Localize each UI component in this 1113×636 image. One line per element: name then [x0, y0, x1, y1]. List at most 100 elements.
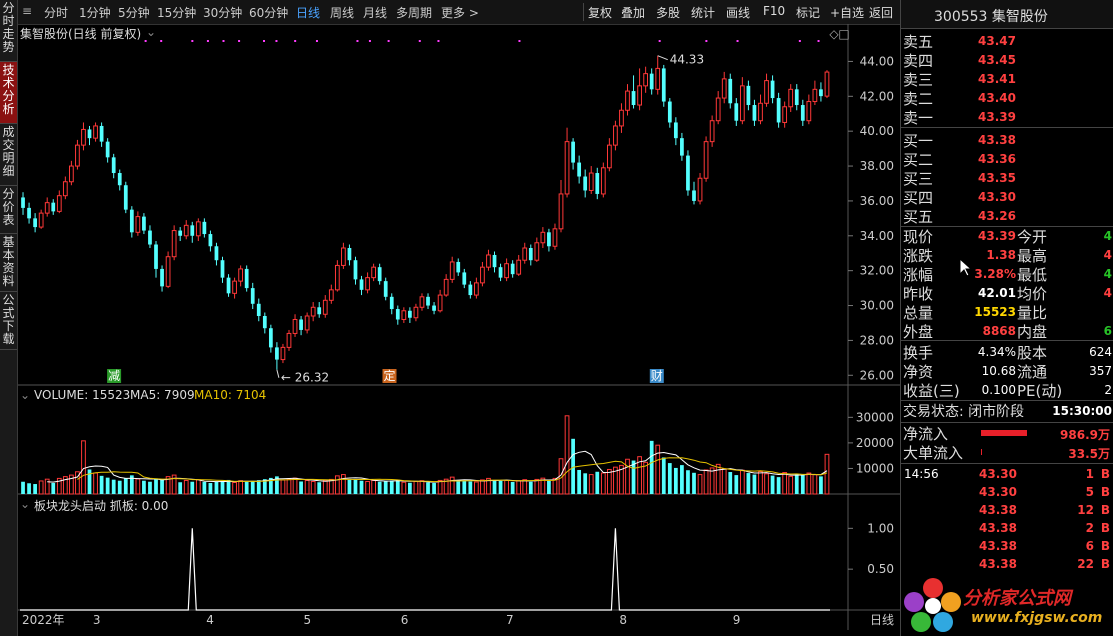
volume-bar: [661, 457, 666, 494]
candle-body: [202, 221, 207, 235]
candle-body: [437, 294, 443, 312]
period-monthly[interactable]: 月线: [363, 6, 388, 20]
tab-trade-detail[interactable]: 成交明细: [0, 124, 17, 186]
net-inflow-value: 986.9万: [1060, 428, 1110, 442]
candle-body: [782, 106, 788, 123]
volume-bar: [443, 478, 449, 495]
mark-button[interactable]: 标记: [796, 6, 821, 20]
trade-status-time: 15:30:00: [1052, 404, 1112, 418]
tick-volume: 2: [1085, 521, 1094, 535]
fund-label: PE(动): [1017, 382, 1063, 400]
candle-body: [280, 346, 286, 361]
watermark-logo: 分析家公式网 www.fxjgsw.com: [901, 574, 1113, 636]
tab-formula-download[interactable]: 公式下载: [0, 292, 17, 350]
stat-label: 涨幅: [903, 266, 934, 284]
period-weekly[interactable]: 周线: [330, 6, 355, 20]
x-axis-label: 6: [401, 613, 409, 627]
volume-bar: [534, 478, 540, 495]
volume-bar: [547, 480, 551, 494]
chart-area[interactable]: 44.00 42.00 40.00 38.00 36.00 34.00 32.00 30.00…: [18, 24, 900, 630]
period-60min[interactable]: 60分钟: [249, 6, 289, 20]
stock-code-name: 300553 集智股份: [934, 9, 1048, 25]
volume-bar: [655, 444, 661, 495]
volume-bar: [703, 469, 709, 495]
volume-bar: [583, 473, 588, 494]
candle-body: [310, 306, 316, 317]
candle-body: [389, 296, 394, 310]
volume-bar: [492, 480, 497, 494]
adjust-button[interactable]: 复权: [588, 6, 613, 20]
bid-level-price: 43.30: [978, 190, 1016, 204]
volume-bar: [770, 475, 775, 494]
candle-body: [516, 259, 522, 275]
period-15min[interactable]: 15分钟: [157, 6, 197, 20]
menu-icon[interactable]: ≡: [22, 4, 33, 18]
chevron-down-icon[interactable]: ⌄: [146, 25, 157, 39]
volume-bar: [33, 484, 37, 494]
tick-volume: 5: [1085, 485, 1094, 499]
volume-bar: [577, 469, 582, 494]
stat-label: 今开: [1017, 228, 1048, 246]
candle-body: [631, 91, 636, 106]
tab-basic-info[interactable]: 基本资料: [0, 234, 17, 292]
overlay-button[interactable]: 叠加: [621, 6, 646, 20]
volume-bar: [734, 475, 739, 494]
net-inflow-label: 净流入: [903, 425, 949, 443]
tab-price-distribution[interactable]: 分价表: [0, 186, 17, 234]
x-axis-label: 4: [206, 613, 214, 627]
volume-bar: [595, 471, 600, 494]
volume-bar: [510, 481, 515, 494]
watermark-name: 分析家公式网: [963, 588, 1071, 609]
signal-dot: [263, 40, 265, 42]
candle-body: [154, 244, 158, 269]
fund-value: 10.68: [981, 364, 1016, 378]
candle-body: [758, 102, 763, 122]
back-button[interactable]: 返回: [869, 6, 894, 20]
volume-bar: [262, 479, 267, 494]
candle-body: [504, 263, 509, 279]
candle-body: [87, 129, 92, 139]
stat-label: 均价: [1017, 285, 1048, 303]
candle-body: [746, 85, 751, 106]
period-1min[interactable]: 1分钟: [79, 6, 111, 20]
volume-bar: [540, 477, 546, 495]
net-inflow-bar: [981, 430, 1027, 436]
candle-body: [558, 193, 564, 230]
candle-body: [788, 88, 794, 108]
period-5min[interactable]: 5分钟: [118, 6, 150, 20]
big-order-label: 大单流入: [903, 444, 964, 462]
candle-body: [794, 89, 799, 106]
stock-header: 300553 集智股份: [901, 0, 1113, 28]
add-watchlist-button[interactable]: +自选: [830, 6, 865, 20]
candle-body: [214, 246, 219, 261]
tab-technical-analysis[interactable]: 技术分析: [0, 62, 17, 124]
ask-level-price: 43.39: [978, 110, 1016, 124]
statistics-button[interactable]: 统计: [691, 6, 716, 20]
candle-body: [625, 90, 630, 111]
stat-value: 8868: [982, 324, 1016, 338]
indicator-chevron-icon[interactable]: ⌄: [20, 497, 31, 511]
tab-intraday[interactable]: 分时走势: [0, 0, 17, 62]
candle-body: [606, 144, 612, 169]
candle-body: [643, 73, 649, 87]
tick-side: B: [1100, 521, 1110, 535]
draw-line-button[interactable]: 画线: [726, 6, 751, 20]
chart-canvas[interactable]: 44.00 42.00 40.00 38.00 36.00 34.00 32.00 30.00…: [18, 24, 900, 630]
volume-bar: [154, 478, 158, 494]
x-axis-label: 5: [304, 613, 312, 627]
volume-chevron-icon[interactable]: ⌄: [20, 388, 31, 402]
period-more[interactable]: 更多 >: [441, 6, 479, 20]
f10-button[interactable]: F10: [763, 4, 786, 18]
volume-bar: [413, 480, 419, 495]
period-multi[interactable]: 多周期: [396, 6, 433, 20]
candle-body: [111, 157, 116, 174]
multi-stock-button[interactable]: 多股: [656, 6, 681, 20]
candle-body: [21, 197, 25, 208]
volume-bar: [81, 440, 86, 495]
period-daily[interactable]: 日线: [296, 6, 321, 20]
period-30min[interactable]: 30分钟: [203, 6, 243, 20]
period-intraday[interactable]: 分时: [44, 6, 69, 20]
volume-axis-label: 20000: [856, 436, 894, 450]
volume-bar: [449, 476, 455, 495]
tick-volume: 22: [1077, 557, 1094, 571]
